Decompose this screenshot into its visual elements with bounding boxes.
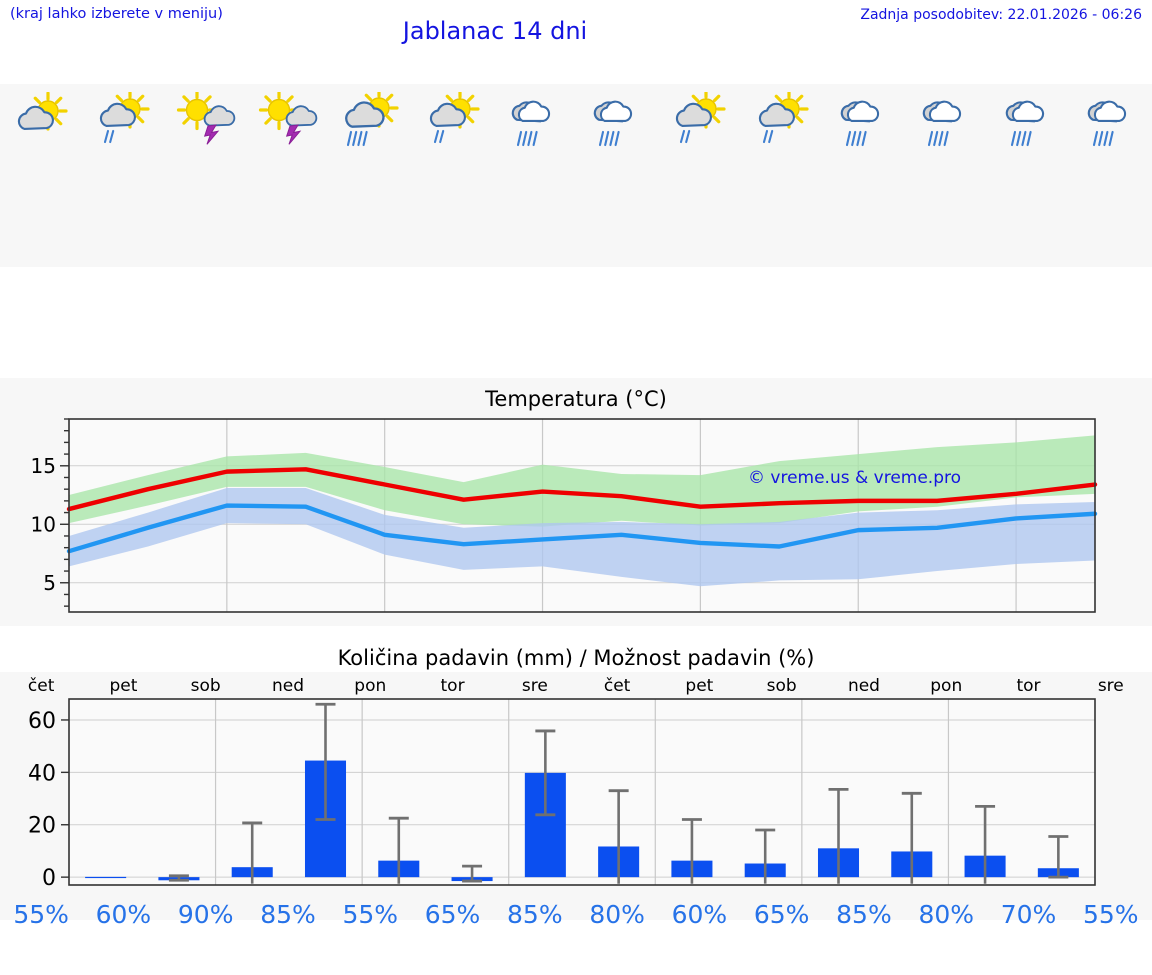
page-title: Jablanac 14 dni xyxy=(402,17,588,45)
precipitation-day-label: pet xyxy=(109,676,138,696)
svg-text:5: 5 xyxy=(43,571,56,595)
precipitation-probability-value: 55% xyxy=(13,900,69,929)
precipitation-probability-value: 55% xyxy=(342,900,399,929)
precipitation-day-label: sre xyxy=(521,676,548,696)
day-forecast-column[interactable] xyxy=(1070,84,1152,267)
precipitation-probability-value: 80% xyxy=(589,900,645,929)
temperature-chart-title: Temperatura (°C) xyxy=(485,387,667,411)
rain-cloud-icon xyxy=(576,90,658,152)
precipitation-probability-value: 85% xyxy=(836,900,892,929)
svg-text:40: 40 xyxy=(28,761,56,786)
day-forecast-column[interactable] xyxy=(165,84,247,267)
day-forecast-column[interactable] xyxy=(329,84,411,267)
precipitation-day-label: pon xyxy=(354,676,387,696)
day-forecast-column[interactable] xyxy=(247,84,329,267)
sun-behind-cloud-icon xyxy=(0,90,82,152)
svg-text:20: 20 xyxy=(28,814,56,839)
rain-cloud-icon xyxy=(823,90,905,152)
sun-behind-heavy-rain-cloud-icon xyxy=(329,90,411,152)
precipitation-probability-labels: 55% 60% 90% 85% 55% 65% 85% 80% 60% 65% 85% 80% 70% 5… xyxy=(0,900,1152,934)
day-forecast-column[interactable] xyxy=(823,84,905,267)
top-bar: (kraj lahko izberete v meniju) Jablanac … xyxy=(0,0,1152,82)
precipitation-probability-value: 65% xyxy=(753,900,810,929)
sun-behind-rain-cloud-icon xyxy=(741,90,823,152)
daily-forecast-strip xyxy=(0,84,1152,267)
day-forecast-column[interactable] xyxy=(494,84,576,267)
day-forecast-column[interactable] xyxy=(987,84,1069,267)
sun-behind-rain-cloud-icon xyxy=(82,90,164,152)
rain-cloud-icon xyxy=(905,90,987,152)
day-forecast-column[interactable] xyxy=(411,84,493,267)
precipitation-probability-value: 90% xyxy=(177,900,234,929)
rain-cloud-icon xyxy=(494,90,576,152)
svg-text:15: 15 xyxy=(31,454,56,478)
copyright-text: © vreme.us & vreme.pro xyxy=(748,468,962,488)
precipitation-day-label: čet xyxy=(603,676,631,696)
day-forecast-column[interactable] xyxy=(576,84,658,267)
precipitation-day-label: pon xyxy=(930,676,963,696)
precipitation-probability-value: 55% xyxy=(1083,900,1139,929)
precipitation-day-label: sob xyxy=(190,676,221,696)
precipitation-day-label: tor xyxy=(440,676,465,696)
precipitation-day-label: ned xyxy=(847,676,880,696)
svg-text:60: 60 xyxy=(28,709,56,734)
precipitation-chart-title: Količina padavin (mm) / Možnost padavin … xyxy=(337,646,815,670)
day-forecast-column[interactable] xyxy=(658,84,740,267)
sun-behind-rain-cloud-icon xyxy=(411,90,493,152)
day-forecast-column[interactable] xyxy=(82,84,164,267)
precipitation-probability-value: 60% xyxy=(95,900,152,929)
rain-cloud-icon xyxy=(1070,90,1152,152)
day-forecast-column[interactable] xyxy=(0,84,82,267)
precipitation-probability-value: 80% xyxy=(918,900,975,929)
rain-cloud-icon xyxy=(987,90,1069,152)
precipitation-probability-value: 65% xyxy=(424,900,481,929)
svg-text:10: 10 xyxy=(31,512,56,536)
precipitation-probability-value: 85% xyxy=(260,900,316,929)
precipitation-chart-panel: 0 20 40 60 xyxy=(0,672,1152,920)
last-updated-text: Zadnja posodobitev: 22.01.2026 - 06:26 xyxy=(860,7,1142,23)
precipitation-chart-svg: 0 20 40 60 xyxy=(28,698,1096,891)
precipitation-day-label: pet xyxy=(685,676,714,696)
precipitation-day-label: ned xyxy=(271,676,304,696)
precipitation-probability-value: 60% xyxy=(671,900,728,929)
sun-behind-rain-cloud-icon xyxy=(658,90,740,152)
menu-hint-text: (kraj lahko izberete v meniju) xyxy=(10,6,223,22)
precipitation-probability-value: 85% xyxy=(507,900,563,929)
svg-text:0: 0 xyxy=(42,866,56,891)
temperature-chart-panel: Temperatura (°C) 5 10 15 xyxy=(0,378,1152,626)
day-forecast-column[interactable] xyxy=(905,84,987,267)
precipitation-probability-value: 70% xyxy=(1000,900,1057,929)
temperature-chart-svg: 5 10 15 xyxy=(31,418,1098,613)
precipitation-day-label: tor xyxy=(1016,676,1041,696)
day-forecast-column[interactable] xyxy=(741,84,823,267)
sun-behind-thunder-cloud-icon xyxy=(165,90,247,152)
precipitation-day-label: čet xyxy=(27,676,55,696)
precipitation-day-label: sre xyxy=(1097,676,1124,696)
precipitation-day-label: sob xyxy=(766,676,797,696)
sun-behind-thunder-cloud-icon xyxy=(247,90,329,152)
precipitation-day-labels: čet pet sob ned pon tor sre čet pet sob ned pon tor s… xyxy=(0,676,1152,698)
